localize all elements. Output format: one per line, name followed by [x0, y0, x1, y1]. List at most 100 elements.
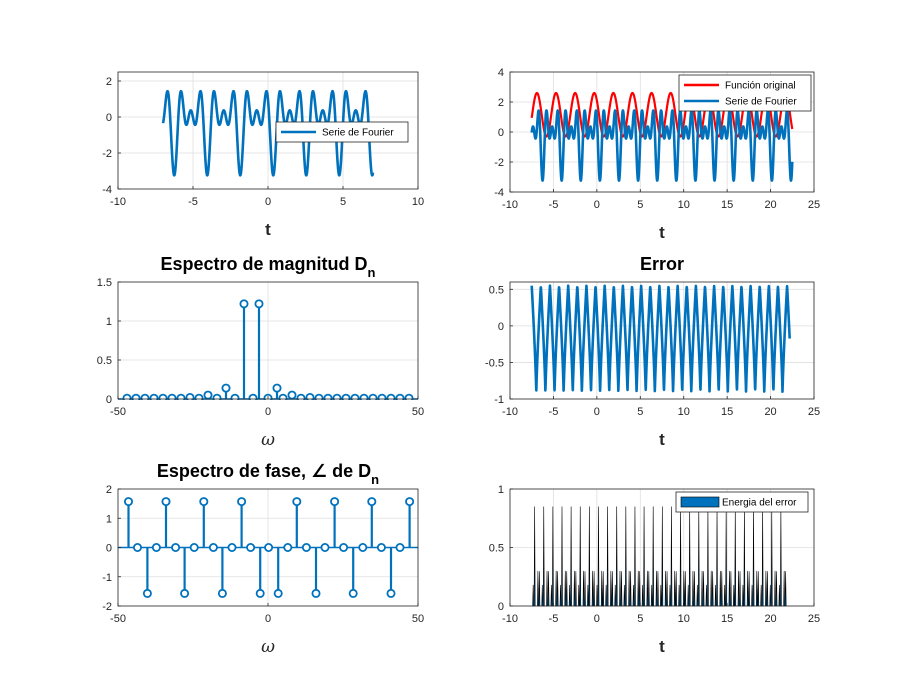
x-tick-label: 5 — [637, 613, 643, 625]
stem-marker — [283, 543, 293, 553]
stem-marker — [132, 543, 142, 553]
stem-marker — [311, 588, 321, 598]
x-tick-label: 0 — [265, 406, 271, 418]
stem-marker — [264, 543, 274, 553]
stem-marker — [230, 393, 240, 400]
x-tick-label: 50 — [412, 406, 424, 418]
x-axis-label: t — [659, 223, 665, 242]
stem-marker — [358, 543, 368, 553]
stem-marker — [386, 393, 396, 400]
x-tick-label: 10 — [412, 196, 424, 208]
x-tick-label: 10 — [678, 406, 690, 418]
axes-box — [509, 281, 815, 400]
legend-label: Serie de Fourier — [725, 97, 797, 108]
stem-marker — [221, 383, 231, 393]
chart-title: Espectro de magnitud Dn — [161, 254, 376, 280]
x-tick-label: 25 — [808, 406, 820, 418]
y-tick-label: 1 — [498, 484, 504, 496]
y-tick-label: 4 — [498, 67, 504, 79]
x-tick-label: -50 — [110, 406, 126, 418]
stem-marker — [314, 393, 324, 400]
legend-box — [678, 74, 812, 112]
stem-marker — [320, 543, 330, 553]
series-line-1 — [161, 89, 375, 177]
stem-marker — [189, 543, 199, 553]
stem-marker — [367, 497, 377, 507]
x-tick-label: 0 — [594, 613, 600, 625]
chart-serie-de-fourier: -10 -5 0 5 10 -4 -2 0 2 t Serie de Fourier — [102, 71, 424, 239]
chart-espectro-fase: -50 0 50 -2 -1 0 1 2 ω Espectro de fase, ∠ de Dn — [102, 461, 424, 657]
stem-marker — [305, 392, 315, 400]
x-tick-label: 15 — [721, 199, 733, 211]
stem-marker — [278, 393, 288, 400]
y-tick-label: 1 — [106, 513, 112, 525]
stem-marker — [395, 393, 405, 400]
stem-marker — [368, 393, 378, 400]
chart-error: -10 -5 0 5 10 15 20 25 -1 -0.5 0 0.5 t Error — [485, 254, 820, 449]
legend-label: Función original — [725, 81, 796, 92]
legend-box — [275, 121, 409, 143]
y-tick-label: -4 — [102, 184, 112, 196]
x-axis-label: ω — [261, 637, 275, 657]
y-tick-label: -2 — [102, 601, 112, 613]
stem-marker — [161, 497, 171, 507]
legend-label: Serie de Fourier — [322, 128, 394, 139]
stem-marker — [149, 393, 159, 400]
x-axis-label: t — [265, 220, 271, 239]
x-tick-label: 25 — [808, 199, 820, 211]
stem-marker — [246, 543, 256, 553]
x-tick-label: 5 — [637, 406, 643, 418]
y-tick-label: -0.5 — [485, 357, 504, 369]
plot-marks — [161, 89, 375, 177]
x-axis-label: t — [659, 637, 665, 656]
y-tick-label: 0.5 — [97, 355, 112, 367]
y-tick-label: 0.5 — [489, 543, 504, 555]
x-tick-label: 20 — [764, 199, 776, 211]
stem-marker — [350, 393, 360, 400]
chart-title-main: Espectro de magnitud D — [161, 254, 368, 274]
y-tick-label: 2 — [498, 97, 504, 109]
chart-title-main: Espectro de fase, ∠ de D — [157, 461, 371, 481]
stem-marker — [158, 393, 168, 400]
stem-marker — [124, 497, 134, 507]
stem-marker — [386, 588, 396, 598]
stem-marker — [180, 588, 190, 598]
chart-energia-error: -10 -5 0 5 10 15 20 25 0 0.5 1 t Energia del error — [489, 484, 820, 656]
x-tick-label: 10 — [678, 613, 690, 625]
stem-marker — [194, 393, 204, 400]
x-tick-label: -5 — [188, 196, 198, 208]
stem-marker — [167, 393, 177, 400]
stem-marker — [176, 393, 186, 400]
x-tick-label: 0 — [265, 196, 271, 208]
x-tick-label: -10 — [502, 199, 518, 211]
stem-marker — [376, 543, 386, 553]
series-line-1 — [530, 284, 791, 394]
stem-marker — [273, 588, 283, 598]
y-tick-label: -1 — [102, 572, 112, 584]
stem-marker — [142, 588, 152, 598]
chart-title: Espectro de fase, ∠ de Dn — [157, 461, 379, 487]
x-tick-label: 0 — [594, 406, 600, 418]
stem-marker — [405, 497, 415, 507]
y-tick-label: 2 — [106, 484, 112, 496]
stem-marker — [296, 393, 306, 400]
stem-marker — [404, 393, 414, 400]
stem-marker — [208, 543, 218, 553]
stem-marker — [377, 393, 387, 400]
y-tick-label: 0 — [106, 543, 112, 555]
stem-marker — [395, 543, 405, 553]
stem-marker — [301, 543, 311, 553]
y-tick-label: -4 — [494, 187, 504, 199]
x-tick-label: 25 — [808, 613, 820, 625]
x-tick-label: -50 — [110, 613, 126, 625]
y-tick-label: 0.5 — [489, 284, 504, 296]
stem-marker — [359, 393, 369, 400]
stem-marker — [254, 299, 264, 309]
stem-marker — [323, 393, 333, 400]
stem-marker — [227, 543, 237, 553]
chart-title-main: Error — [640, 254, 684, 274]
y-tick-label: -1 — [494, 394, 504, 406]
y-tick-label: -2 — [102, 148, 112, 160]
